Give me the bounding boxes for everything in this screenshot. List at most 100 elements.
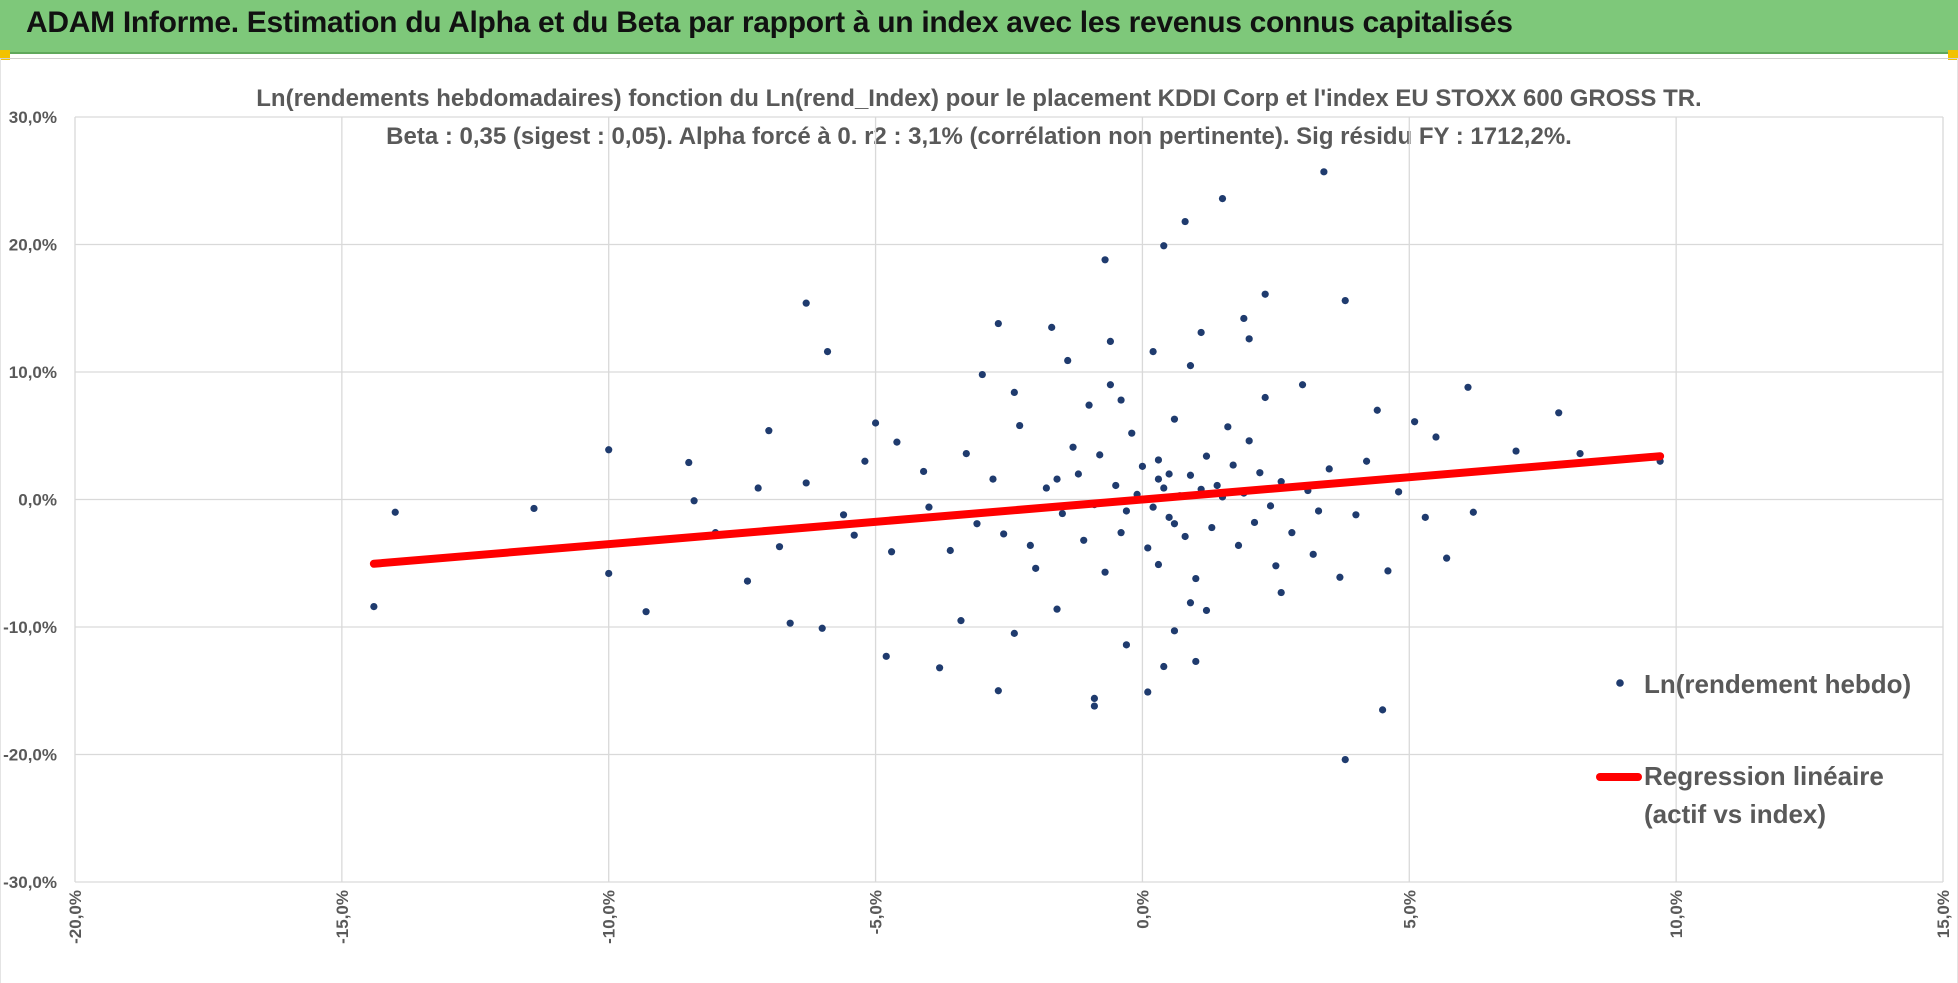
data-point [1379,706,1387,714]
data-point [754,484,762,492]
y-tick-label: 30,0% [9,108,57,127]
data-point [1042,484,1050,492]
x-axis-ticks: -20,0% -15,0% -10,0% -5,0% 0,0% 5,0% 10,0% 15,0… [66,890,1953,944]
data-point [802,479,810,487]
legend-series-regression: Regression linéaire (actif vs index) [1644,757,1884,833]
data-point [1555,409,1563,417]
x-tick-label: -5,0% [867,890,886,934]
data-point [1384,567,1392,575]
data-point [605,446,613,454]
data-point [1320,168,1328,176]
data-point [1202,452,1211,460]
data-point [530,504,538,513]
x-tick-label: 0,0% [1133,890,1152,929]
data-point [994,319,1002,328]
data-point [1336,573,1344,581]
data-point [1395,488,1403,496]
data-point [1058,509,1066,518]
y-tick-label: 10,0% [9,363,57,382]
data-point [1117,396,1125,404]
data-point [936,664,944,672]
chart-title-line-1: Ln(rendements hebdomadaires) fonction du… [256,85,1702,112]
data-point [1325,465,1333,473]
data-point [1261,393,1269,402]
data-point [973,520,981,528]
data-point [1080,536,1088,544]
data-point [1016,421,1024,430]
data-point [1181,532,1189,541]
data-point [1256,469,1264,477]
data-point [685,458,693,467]
data-point [1165,513,1173,521]
data-point [1138,462,1147,470]
legend-marker-points [1616,679,1624,687]
data-point [1250,518,1259,527]
data-point [989,475,997,483]
data-point [1010,629,1018,637]
data-point [1341,756,1349,764]
data-point [946,546,954,555]
data-point [1154,475,1163,483]
regression-line-group [369,452,1665,568]
data-point [1224,423,1232,431]
data-point [1112,481,1120,490]
data-point [1144,688,1152,696]
data-point [1362,457,1371,465]
data-point [391,508,399,516]
report-title: ADAM Informe. Estimation du Alpha et du … [26,6,1513,39]
data-point [1432,433,1440,441]
data-point [893,438,901,446]
data-point [1277,478,1285,486]
data-point [1101,256,1109,264]
data-point [1117,529,1125,537]
data-point [994,687,1002,695]
data-point [818,624,826,632]
data-point [1064,356,1072,365]
data-point [1469,508,1477,516]
grid-lines [74,116,1944,883]
y-tick-label: -30,0% [3,873,57,892]
data-point [1314,507,1323,515]
x-tick-label: 10,0% [1667,890,1686,938]
data-point [850,531,858,539]
legend-label-regression-line-2: (actif vs index) [1644,799,1827,829]
data-point [1106,381,1115,389]
y-tick-label: 0,0% [18,491,57,510]
data-point [925,503,933,511]
data-point [1144,544,1152,552]
x-tick-label: 15,0% [1934,890,1953,938]
legend-marks [1596,679,1642,781]
chart-title-line-2: Beta : 0,35 (sigest : 0,05). Alpha forcé… [386,123,1572,150]
data-point [690,497,698,505]
data-point [1149,348,1157,356]
data-point [1154,560,1163,569]
data-point [1443,554,1451,562]
data-point [1170,415,1179,423]
data-point [1101,568,1109,576]
data-point [871,419,880,427]
data-point [1213,481,1221,490]
data-point [743,577,752,585]
corner-marker-left [0,50,10,60]
data-point [962,450,970,458]
data-point [1245,437,1253,445]
data-point [978,370,986,379]
data-point [765,427,773,435]
data-point [1464,383,1472,391]
data-point [1170,627,1179,635]
data-point [1266,502,1275,510]
data-point [1202,606,1211,615]
y-axis-ticks: 30,0% 20,0% 10,0% 0,0% -10,0% -20,0% -30,0% [3,108,57,892]
x-tick-label: -20,0% [66,890,85,944]
data-point [823,348,832,356]
data-point [1240,314,1248,323]
data-point [775,543,784,551]
data-point [1309,550,1317,558]
data-point [1288,529,1296,537]
corner-marker-right [1948,50,1958,60]
data-point [1090,702,1098,710]
data-point [839,511,848,519]
data-point [957,617,965,625]
data-point [1192,657,1200,666]
